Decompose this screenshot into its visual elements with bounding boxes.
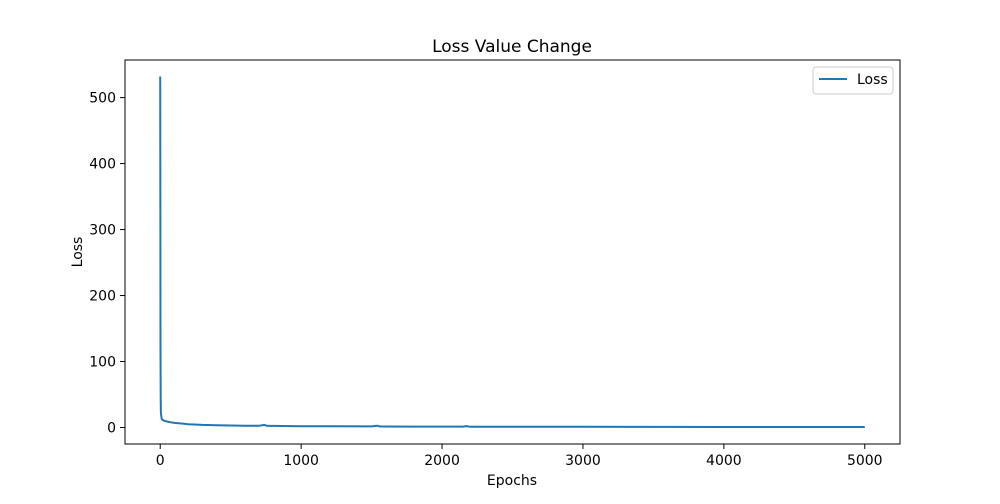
- x-tick-label: 2000: [424, 453, 460, 469]
- y-axis: 0 100 200 300 400 500: [89, 91, 125, 437]
- legend-label-loss: Loss: [857, 72, 888, 88]
- series-group: [159, 76, 865, 428]
- legend-box: [812, 66, 894, 95]
- x-axis-label: Epochs: [487, 473, 537, 489]
- y-tick-label: 300: [89, 223, 116, 239]
- y-tick-label: 0: [107, 421, 116, 437]
- x-tick-label: 1000: [283, 453, 319, 469]
- x-tick-label: 3000: [565, 453, 601, 469]
- plot-frame: [124, 59, 901, 445]
- x-tick-label: 4000: [706, 453, 742, 469]
- y-axis-label: Loss: [70, 237, 86, 268]
- legend: Loss: [812, 66, 894, 95]
- chart-title: Loss Value Change: [432, 37, 592, 57]
- y-tick-label: 400: [89, 157, 116, 173]
- x-tick-label: 5000: [847, 453, 883, 469]
- y-tick-label: 500: [89, 91, 116, 107]
- x-axis: 0 1000 2000 3000 4000 5000: [156, 444, 883, 469]
- x-tick-label: 0: [156, 453, 165, 469]
- series-line-loss: [159, 76, 865, 428]
- y-tick-label: 200: [89, 289, 116, 305]
- y-tick-label: 100: [89, 355, 116, 371]
